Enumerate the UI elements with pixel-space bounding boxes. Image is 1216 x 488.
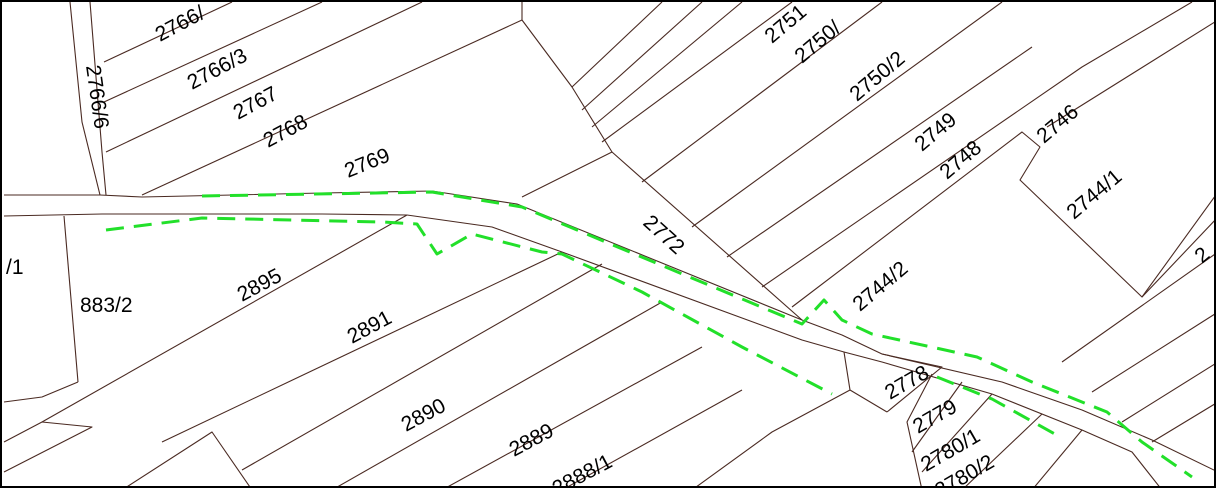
parcel-label: 2767 [230, 82, 282, 124]
parcel-boundary [521, 151, 803, 321]
parcel-boundary [1046, 21, 1214, 128]
parcel-boundary [3, 381, 79, 403]
parcel-label: 2744/1 [1062, 165, 1126, 224]
parcel-label: 2888/1 [549, 450, 617, 488]
parcel-boundary [571, 2, 663, 88]
parcel-boundary [105, 2, 423, 153]
parcel-label: 2895 [234, 264, 286, 306]
parcel-label: 2890 [398, 394, 450, 436]
parcel-boundary [63, 215, 79, 383]
parcel-boundary [581, 2, 703, 111]
parcel-boundary [1061, 254, 1214, 363]
parcel-boundary [241, 263, 603, 471]
parcel-boundary [696, 389, 851, 486]
parcel-boundary [41, 214, 408, 423]
parcel-label: 2772 [639, 211, 689, 259]
parcel-boundary [881, 353, 943, 413]
road-lower-edge [3, 213, 1160, 486]
parcel-label: 2889 [506, 419, 558, 461]
parcel-label: /1 [6, 256, 24, 279]
parcel-boundary [691, 2, 1003, 228]
parcel-label: 2 [1190, 243, 1214, 268]
parcel-boundary [161, 251, 563, 443]
parcel-boundary [965, 413, 1043, 486]
parcel-boundary [337, 301, 663, 486]
parcel-label: 2768 [260, 110, 312, 152]
parcel-label: 2748 [935, 136, 986, 184]
parcel-boundary [591, 2, 743, 128]
parcel-boundary [103, 2, 323, 103]
parcel-boundary [791, 131, 1214, 308]
parcel-label: 2779 [909, 395, 961, 438]
parcel-boundary [761, 2, 1193, 288]
parcel-label: 2744/2 [848, 257, 912, 316]
parcel-boundary [906, 373, 933, 486]
parcel-boundary [1121, 363, 1214, 423]
parcel-label: 2769 [341, 144, 393, 183]
parcel-boundary [843, 351, 888, 413]
parcel-boundary [89, 2, 107, 196]
parcel-label: 2766/6 [81, 63, 113, 130]
marked-route-upper [201, 190, 1193, 479]
parcel-label: 883/2 [80, 294, 133, 317]
parcel-boundary [641, 2, 883, 183]
marked-route-lower [105, 216, 833, 396]
parcel-boundary [601, 2, 793, 143]
parcel-boundary [921, 393, 993, 473]
parcel-boundary [141, 19, 523, 196]
parcel-label: 2778 [881, 361, 933, 404]
parcel-boundary [1034, 429, 1083, 486]
parcel-label: 2749 [910, 108, 961, 156]
parcel-boundary [1151, 403, 1214, 443]
parcel-boundary [911, 381, 963, 453]
parcel-boundary [127, 431, 250, 486]
parcel-label: 2891 [344, 306, 396, 348]
parcel-boundary [1141, 196, 1214, 298]
parcel-boundary [568, 389, 743, 486]
parcel-boundary [726, 46, 1033, 258]
parcel-boundary [69, 2, 101, 196]
parcel-label: 2766/ [152, 2, 209, 46]
marked-route-branch [936, 375, 1063, 440]
parcel-boundary [448, 346, 703, 486]
parcel-boundary [103, 2, 233, 63]
parcel-boundary [521, 2, 613, 153]
parcel-boundary [3, 421, 93, 473]
parcel-label: 2746 [1032, 100, 1083, 148]
parcel-boundary [1091, 313, 1214, 393]
parcel-label: 2766/3 [184, 44, 252, 94]
